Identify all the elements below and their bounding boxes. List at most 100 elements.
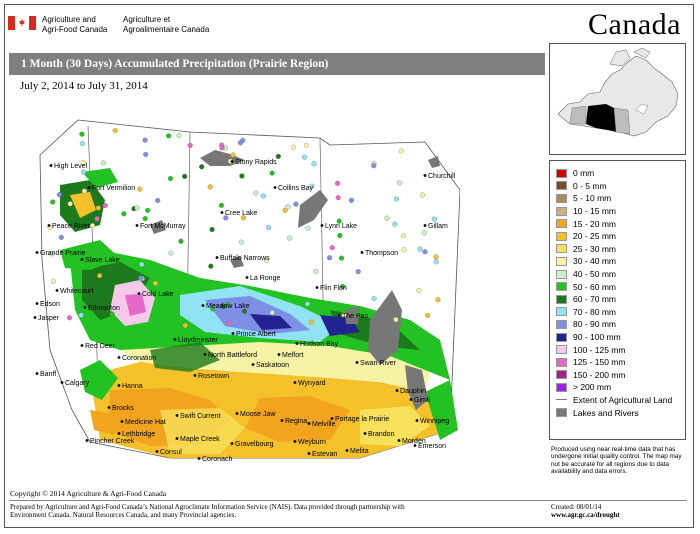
station-dot bbox=[94, 307, 100, 313]
station-dot bbox=[309, 183, 315, 189]
legend-swatch bbox=[556, 206, 567, 216]
dept-en-line2: Agri-Food Canada bbox=[42, 25, 108, 34]
station-dot bbox=[305, 225, 311, 231]
city-label: High Level bbox=[54, 163, 88, 170]
website-url[interactable]: www.agr.gc.ca/drought bbox=[551, 511, 620, 519]
station-dot bbox=[142, 137, 148, 143]
station-dot bbox=[269, 310, 275, 316]
station-dot bbox=[102, 203, 108, 209]
map-frame bbox=[4, 4, 694, 528]
legend-label: 20 - 25 mm bbox=[573, 231, 616, 242]
station-dot bbox=[97, 273, 103, 279]
station-dot bbox=[241, 308, 248, 314]
legend-swatch bbox=[556, 357, 567, 367]
city-label: Portage la Prairie bbox=[335, 416, 389, 423]
created-info: Created: 08/01/14 www.agr.gc.ca/drought bbox=[551, 503, 620, 519]
city-label: Flin Flon bbox=[320, 285, 347, 292]
city-marker bbox=[277, 353, 281, 356]
legend-item: 70 - 80 mm bbox=[556, 306, 685, 319]
station-dot bbox=[425, 312, 431, 318]
station-dot bbox=[338, 255, 345, 261]
legend-swatch bbox=[556, 345, 567, 355]
city-marker bbox=[273, 186, 277, 189]
station-dot bbox=[237, 140, 243, 146]
city-label: Melita bbox=[350, 448, 369, 455]
city-label: Weyburn bbox=[298, 439, 326, 446]
city-marker bbox=[423, 224, 427, 227]
city-marker bbox=[55, 289, 59, 292]
city-label: Meadow Lake bbox=[206, 303, 250, 310]
legend-item: 60 - 70 mm bbox=[556, 293, 685, 306]
city-marker bbox=[201, 304, 205, 307]
locator-map-graphic bbox=[557, 47, 679, 137]
city-label: Maple Creek bbox=[180, 436, 220, 443]
station-dot bbox=[421, 230, 427, 236]
station-dot bbox=[145, 207, 151, 213]
station-dot bbox=[182, 322, 188, 329]
legend-swatch bbox=[556, 168, 567, 178]
legend-label: 15 - 20 mm bbox=[573, 218, 616, 229]
city-marker bbox=[80, 258, 84, 261]
station-dot bbox=[355, 269, 361, 275]
city-label: Edmonton bbox=[88, 305, 120, 312]
city-label: Stony Rapids bbox=[235, 159, 277, 166]
station-dot bbox=[78, 303, 84, 309]
station-dot bbox=[396, 180, 403, 186]
station-dot bbox=[48, 251, 54, 257]
station-dot bbox=[422, 249, 428, 255]
station-dot bbox=[168, 250, 174, 256]
city-label: Lethbridge bbox=[122, 431, 155, 438]
city-marker bbox=[423, 174, 427, 177]
city-marker bbox=[120, 420, 124, 423]
station-dot bbox=[302, 154, 308, 160]
city-marker bbox=[203, 353, 207, 356]
city-label: Gravelbourg bbox=[235, 441, 274, 448]
legend-label: 70 - 80 mm bbox=[573, 306, 616, 317]
legend-swatch bbox=[556, 307, 567, 317]
credits: Prepared by Agriculture and Agri-Food Ca… bbox=[10, 503, 530, 519]
city-label: Fort Vermilion bbox=[92, 185, 135, 192]
station-dot bbox=[223, 215, 229, 221]
station-dot bbox=[240, 215, 246, 221]
city-label: Rosetown bbox=[198, 373, 229, 380]
city-label: Winnipeg bbox=[420, 418, 449, 425]
city-label: Gillam bbox=[428, 223, 448, 230]
city-label: Red Deer bbox=[85, 343, 116, 350]
station-dot bbox=[311, 161, 317, 167]
station-dot bbox=[282, 207, 288, 213]
station-dot bbox=[112, 128, 118, 134]
legend-swatch bbox=[556, 294, 567, 304]
station-dot bbox=[293, 201, 299, 207]
legend-item: 10 - 15 mm bbox=[556, 205, 685, 218]
city-label: The Pas bbox=[342, 313, 369, 320]
station-dot bbox=[303, 142, 309, 148]
legend-label: Lakes and Rivers bbox=[573, 407, 639, 418]
precipitation-map: High Level Fort Vermilion Stony Rapids Chur… bbox=[33, 119, 460, 463]
city-label: Regina bbox=[285, 418, 307, 425]
station-dot bbox=[341, 312, 347, 318]
city-label: Moose Jaw bbox=[240, 411, 276, 418]
data-disclaimer: Produced using near real-time data that … bbox=[551, 446, 682, 476]
station-dot bbox=[431, 216, 437, 222]
legend-item: 125 - 150 mm bbox=[556, 356, 685, 369]
city-label: Lloydminster bbox=[178, 337, 218, 344]
city-marker bbox=[235, 412, 239, 415]
city-label: Edson bbox=[40, 301, 60, 308]
city-marker bbox=[215, 256, 219, 259]
legend-label: > 200 mm bbox=[573, 382, 612, 393]
legend-item: 0 mm bbox=[556, 167, 685, 180]
station-dot bbox=[138, 275, 144, 281]
legend-label: 25 - 30 mm bbox=[573, 243, 616, 254]
department-name-english: Agriculture and Agri-Food Canada bbox=[42, 15, 107, 35]
city-marker bbox=[49, 164, 53, 167]
city-label: Collins Bay bbox=[278, 185, 314, 192]
date-range: July 2, 2014 to July 31, 2014 bbox=[20, 80, 148, 92]
station-dot bbox=[94, 216, 100, 222]
station-dot bbox=[401, 247, 407, 253]
city-marker bbox=[35, 372, 39, 375]
station-dot bbox=[219, 142, 225, 148]
station-dot bbox=[79, 131, 85, 137]
station-dot bbox=[225, 301, 231, 308]
city-label: Melfort bbox=[282, 352, 303, 359]
station-dots bbox=[47, 128, 441, 329]
